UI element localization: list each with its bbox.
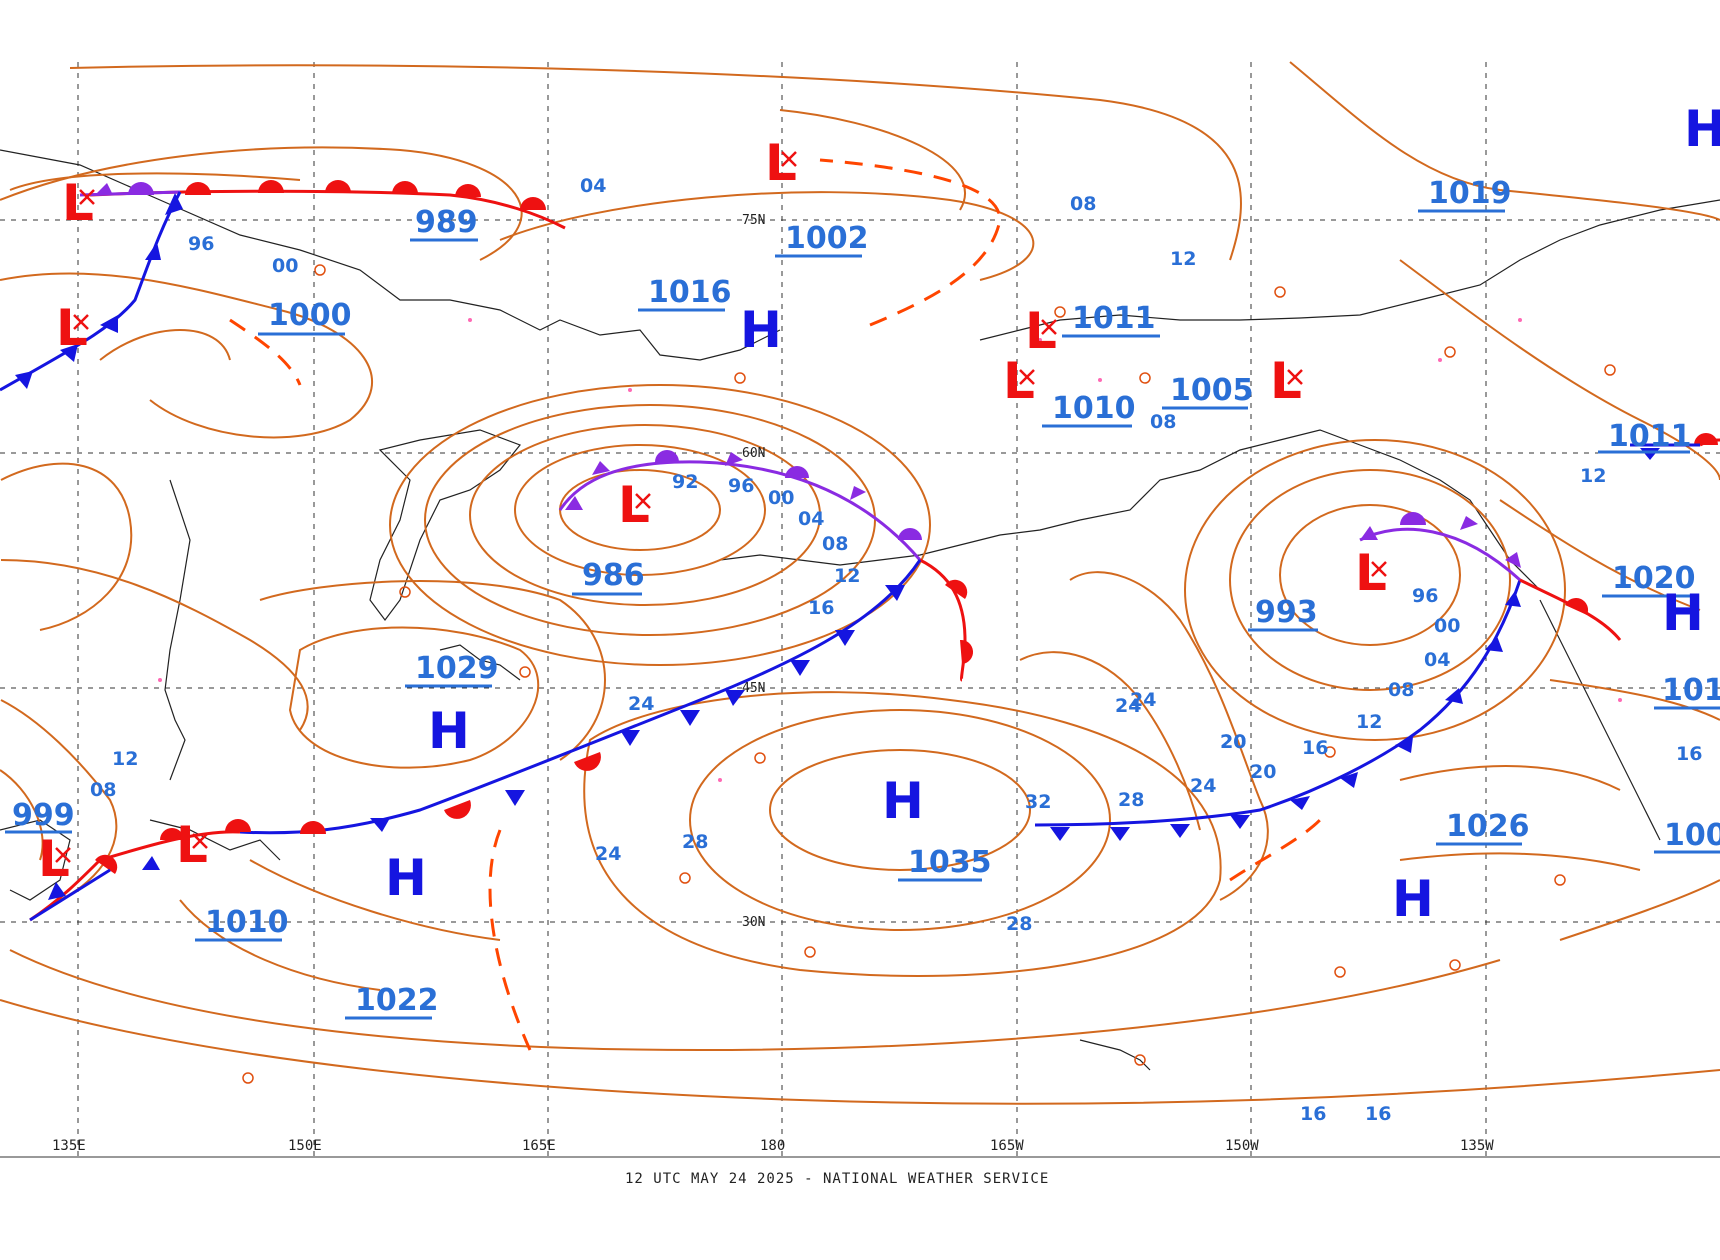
pressure-label: 1011 [1608,419,1692,454]
low-symbol: L [56,299,88,357]
low-symbol: L [1270,352,1302,410]
isobar-label: 12 [1580,465,1606,487]
low-symbol: L [618,476,650,534]
high-symbol: H [1684,100,1720,158]
isobar-label: 08 [1388,679,1414,701]
isobar-label: 16 [1302,737,1328,759]
isobar-label: 04 [798,508,824,530]
pressure-center-labels: 989 1000 1002 1016 1019 1011 1010 1005 1… [5,176,1720,1020]
isobar-label: 96 [1412,585,1438,607]
pressure-label: 999 [12,798,75,833]
pressure-label: 1010 [1052,391,1136,426]
isobar-label: 08 [822,533,848,555]
lon-label: 135E [52,1138,86,1154]
isobar-label: 24 [1115,695,1141,717]
isobar-label: 12 [1356,711,1382,733]
lon-label: 135W [1460,1138,1494,1154]
low-symbol: L [38,830,70,888]
isobar-label: 24 [628,693,654,715]
lat-label: 75N [742,213,765,228]
pressure-label: 100 [1664,818,1720,853]
low-symbol: L [62,174,94,232]
isobar-label: 28 [682,831,708,853]
isobar-label: 96 [188,233,214,255]
pressure-label: 986 [582,558,645,593]
high-symbol: H [1662,584,1704,642]
lon-label: 150E [288,1138,322,1154]
pressure-label: 1005 [1170,373,1254,408]
isobar-label: 24 [1130,689,1156,711]
isobar-label: 96 [728,475,754,497]
lon-label: 180 [760,1138,785,1154]
isobar-label: 28 [1118,789,1144,811]
isobar-label: 20 [1220,731,1246,753]
isobar-label: 24 [1190,775,1216,797]
pressure-label: 1035 [908,845,992,880]
latitude-labels: 75N 60N 45N 30N [742,213,765,930]
isobar-label: 16 [1365,1103,1391,1125]
isobar-label: 00 [768,487,794,509]
high-symbol: H [385,849,427,907]
lon-label: 165W [990,1138,1024,1154]
pressure-label: 1011 [1072,301,1156,336]
pressure-label: 1022 [355,983,439,1018]
pressure-label: 1020 [1612,561,1696,596]
isobar-label: 00 [1434,615,1460,637]
pressure-label: 1019 [1428,176,1512,211]
isobar-label: 08 [90,779,116,801]
fronts [0,180,1720,922]
high-symbol: H [740,301,782,359]
isobar-label: 12 [834,565,860,587]
lon-label: 150W [1225,1138,1259,1154]
pressure-label: 101 [1662,673,1720,708]
lon-label: 165E [522,1138,556,1154]
isobar-label: 32 [1025,791,1051,813]
lat-label: 60N [742,446,765,461]
high-symbol: H [428,702,470,760]
pressure-label: 1016 [648,275,732,310]
isobar-label: 16 [1300,1103,1326,1125]
pressure-label: 993 [1255,595,1318,630]
lat-lon-grid [0,62,1720,1157]
pressure-label: 1000 [268,298,352,333]
isobar-label: 28 [1006,913,1032,935]
isobar-label: 12 [1170,248,1196,270]
isobar-label: 16 [808,597,834,619]
isobar-label: 92 [672,471,698,493]
high-symbol: H [882,772,924,830]
low-pressure-centers: L L L L L L L L L L [38,134,1387,888]
coastlines [0,149,1720,1071]
high-symbol: H [1392,870,1434,928]
longitude-labels: 135E 150E 165E 180 165W 150W 135W [52,1138,1494,1154]
isobar-label: 04 [1424,649,1450,671]
isobar-label: 20 [1220,731,1246,753]
station-observations [158,264,1622,1084]
high-pressure-centers: H H H H H H H [385,100,1720,928]
lat-label: 45N [742,681,765,696]
pressure-label: 1029 [415,651,499,686]
isobar-labels: 04 08 12 96 00 92 96 00 04 08 12 16 24 2… [90,175,1702,1125]
map-footer: 12 UTC MAY 24 2025 - NATIONAL WEATHER SE… [625,1171,1049,1187]
isobars [0,61,1720,1105]
isobar-label: 24 [595,843,621,865]
isobar-label: 08 [1070,193,1096,215]
pressure-label: 1010 [205,905,289,940]
isobar-label: 20 [1250,761,1276,783]
isobar-label: 08 [1150,411,1176,433]
isobar-label: 16 [1676,743,1702,765]
isobar-label: 12 [112,748,138,770]
isobar-label: 04 [580,175,606,197]
lat-label: 30N [742,915,765,930]
pressure-label: 1026 [1446,809,1530,844]
pressure-label: 1002 [785,221,869,256]
pressure-label: 989 [415,205,478,240]
isobar-label: 00 [272,255,298,277]
